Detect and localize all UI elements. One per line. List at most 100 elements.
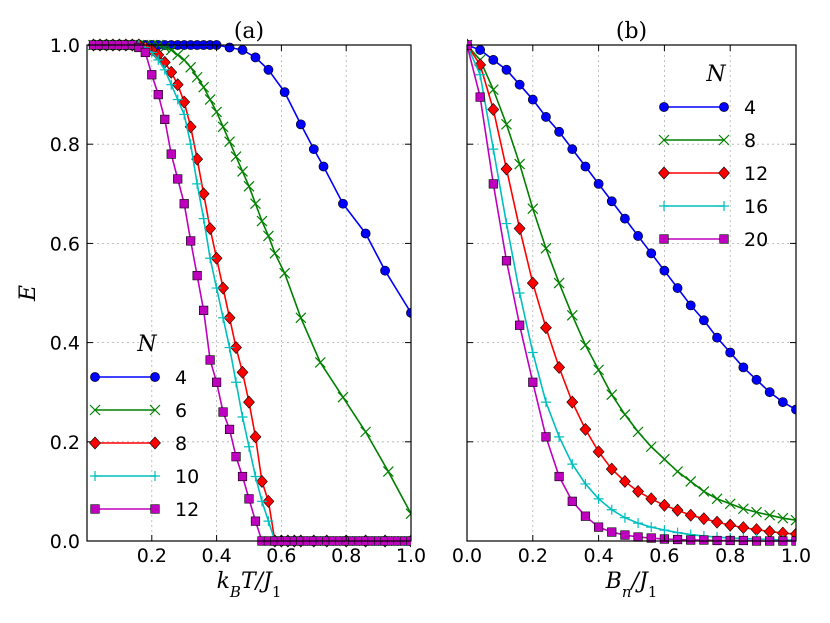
a-point-10-21 — [224, 342, 235, 353]
b-point-12-21 — [737, 521, 750, 535]
a-xtick-label-0: 0.2 — [137, 545, 167, 567]
a-point-10-16 — [192, 178, 203, 189]
b-point-12-8 — [566, 395, 579, 409]
b-point-4-24 — [777, 397, 788, 408]
a-series-10 — [88, 40, 411, 546]
a-point-12-23 — [237, 471, 248, 482]
b-point-8-24 — [777, 512, 789, 524]
b-point-8-16 — [672, 466, 683, 477]
b-point-4-3 — [501, 64, 512, 75]
a-point-4-27 — [318, 161, 329, 172]
b-point-4-13 — [633, 231, 643, 241]
a-point-8-23 — [236, 365, 249, 379]
a-point-4-29 — [360, 228, 371, 239]
a-xtick-label-1: 0.4 — [201, 545, 231, 567]
b-point-20-6 — [541, 432, 551, 442]
b-point-20-14 — [646, 533, 656, 543]
b-point-8-14 — [645, 441, 657, 453]
a-line-8 — [93, 44, 411, 542]
b-point-12-3 — [500, 162, 513, 176]
b-line-8 — [467, 44, 796, 521]
a-point-6-27 — [263, 230, 274, 242]
b-point-16-4 — [514, 288, 525, 298]
b-series-8 — [467, 39, 796, 526]
a-point-6-15 — [185, 61, 197, 73]
b-point-4-25 — [791, 404, 796, 415]
a-point-8-17 — [197, 187, 210, 201]
a-point-10-22 — [231, 377, 242, 388]
b-point-8-12 — [619, 409, 631, 420]
a-point-10-14 — [179, 109, 190, 120]
a-point-6-23 — [237, 166, 248, 177]
a-point-4-20 — [224, 42, 235, 53]
b-point-20-8 — [567, 496, 577, 506]
b-xtick-label-5: 1.0 — [781, 545, 811, 567]
b-point-8-5 — [527, 203, 539, 215]
a-point-8-25 — [249, 430, 262, 444]
b-point-4-18 — [698, 315, 709, 326]
a-line-10 — [93, 44, 411, 542]
a-point-6-25 — [250, 198, 261, 210]
a-legend-marker-a-4 — [90, 372, 100, 382]
b-point-16-8 — [567, 459, 578, 470]
a-legend-label-10: 10 — [175, 466, 199, 488]
b-legend-marker-a-20 — [659, 234, 669, 244]
a-legend-marker-b-8 — [149, 436, 161, 450]
a-point-4-24 — [279, 87, 290, 98]
b-point-16-12 — [619, 512, 630, 523]
b-xtick-label-3: 0.6 — [649, 545, 679, 567]
a-point-8-27 — [262, 494, 275, 508]
b-point-4-5 — [527, 94, 538, 105]
a-point-6-22 — [230, 151, 242, 163]
a-point-4-21 — [237, 45, 248, 55]
b-point-20-7 — [554, 471, 564, 482]
b-point-4-2 — [488, 54, 499, 65]
a-point-6-31 — [314, 357, 326, 368]
a-point-6-30 — [295, 312, 307, 324]
b-point-16-10 — [593, 493, 604, 504]
a-point-12-11 — [160, 114, 170, 124]
a-xtick-label-4: 1.0 — [396, 545, 426, 567]
a-point-6-16 — [191, 71, 203, 83]
a-point-8-26 — [256, 475, 268, 488]
b-point-20-10 — [593, 522, 604, 532]
b-point-16-6 — [540, 397, 551, 408]
b-point-4-23 — [764, 387, 775, 398]
b-point-4-9 — [580, 161, 591, 172]
b-point-16-9 — [580, 478, 591, 489]
b-point-16-2 — [488, 144, 499, 155]
b-xlabel: Bn/J1 — [605, 569, 658, 601]
b-point-16-3 — [501, 218, 512, 229]
b-xtick-label-2: 0.4 — [583, 545, 613, 567]
b-legend-label-12: 12 — [744, 163, 768, 185]
b-point-12-10 — [592, 445, 605, 459]
a-point-10-15 — [185, 139, 196, 150]
a-legend-marker-b-4 — [150, 372, 160, 382]
a-point-10-12 — [166, 79, 177, 90]
a-ytick-label-1: 0.2 — [50, 432, 80, 454]
b-point-20-11 — [607, 527, 617, 537]
a-legend-label-8: 8 — [175, 433, 187, 455]
a-point-4-30 — [380, 265, 390, 276]
a-point-12-14 — [179, 199, 189, 209]
b-point-4-16 — [672, 283, 683, 293]
a-point-10-27 — [263, 516, 274, 527]
b-point-20-4 — [515, 320, 525, 330]
b-legend-marker-b-12 — [718, 166, 730, 180]
a-ytick-label-2: 0.4 — [50, 333, 80, 355]
panel-a: 0.2 0.4 0.6 0.8 1.0 0.0 0.2 0.4 0.6 0.8 1.0 (a) kBT/… — [16, 19, 426, 601]
a-ytick-label-5: 1.0 — [50, 35, 80, 57]
b-point-16-15 — [659, 525, 670, 536]
a-line-12 — [93, 44, 411, 542]
a-point-12-18 — [205, 355, 215, 365]
b-point-4-6 — [541, 112, 551, 122]
b-point-4-7 — [554, 126, 565, 137]
a-point-8-20 — [217, 281, 229, 295]
a-title: (a) — [234, 19, 264, 44]
b-point-16-1 — [475, 69, 486, 80]
b-point-8-10 — [593, 364, 605, 376]
b-legend-marker-b-20 — [719, 234, 729, 244]
b-legend-label-8: 8 — [744, 130, 756, 152]
b-series-4 — [467, 40, 796, 415]
a-xlabel: kBT/J1 — [217, 569, 282, 601]
